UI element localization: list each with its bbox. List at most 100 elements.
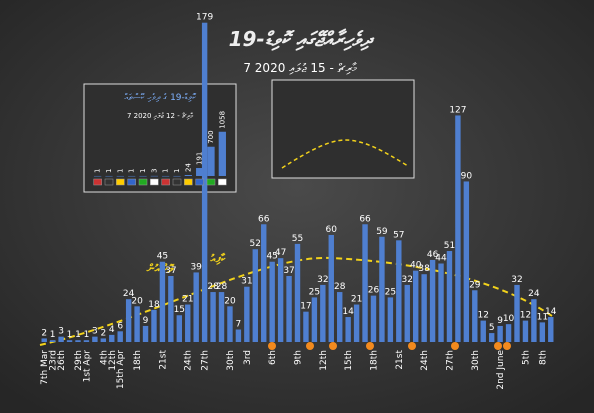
x-tick-label: 2nd June [496,350,506,390]
bar [168,276,174,342]
bar [446,251,453,342]
bar [109,334,115,342]
data-label: 1 [162,168,170,172]
data-label: 6 [117,321,123,331]
bar [173,175,181,177]
bar [218,292,225,342]
flag [206,178,216,186]
x-tick-label: 27th [445,350,455,371]
bar [235,329,242,342]
bar [387,297,394,342]
bar [159,261,166,342]
data-label: 26 [368,286,380,296]
bar [404,284,410,342]
data-label: 1 [50,330,56,340]
flag [150,178,159,186]
marker [329,342,337,350]
data-label: 14 [545,307,557,317]
flag [116,178,125,186]
data-label: 59 [376,227,388,237]
data-label: 55 [292,234,303,244]
bar [83,340,90,342]
x-tick-label: 18th [133,350,143,371]
bar [94,175,102,177]
bar [488,333,495,342]
data-label: 20 [224,296,236,306]
bar [531,299,537,342]
data-label: 46 [427,250,439,260]
data-label: 1 [173,168,181,172]
x-tick-label: 27th [201,350,211,371]
bar [497,325,503,342]
data-label: 5 [489,323,495,333]
bar [514,284,520,342]
x-tick-label: 7th Mar [40,350,50,385]
x-tick-label: 3rd [243,350,253,365]
data-label: 1 [94,168,102,172]
x-tick-label: 4th [99,350,109,365]
bar [49,340,56,342]
bar [337,292,343,342]
flag [127,178,136,186]
marker [451,342,459,350]
data-label: 11 [537,312,548,322]
data-label: 21 [351,295,362,305]
bar [41,338,47,342]
flag [138,178,148,186]
flag [93,178,102,186]
data-label: 12 [478,311,489,321]
data-label: 31 [241,277,252,287]
data-label: 24 [123,289,135,299]
bar [429,259,436,342]
bar [193,272,199,342]
x-tick-label: 18th [369,350,379,371]
bar [328,234,334,342]
data-label: 28 [334,282,346,292]
data-label: 32 [317,275,328,285]
data-label: 10 [503,314,515,324]
bar [176,315,183,342]
bar [125,299,132,342]
data-label: 90 [461,171,473,181]
x-tick-label: 21st [158,350,168,370]
x-tick-label: 12th [319,350,329,371]
marker [366,342,374,350]
data-label: 28 [216,282,228,292]
bar [75,340,81,342]
data-label: 179 [196,13,213,23]
data-label: 47 [275,248,286,258]
data-label: 20 [131,296,143,306]
inset-subtitle: 7 މާރިޗް - 12 ޖުލައި 2020 [127,111,193,120]
data-label: 51 [444,241,455,251]
data-label: 1058 [218,111,226,129]
bar [105,175,113,177]
bar [539,322,546,342]
data-label: 1 [116,168,124,172]
x-tick-label: 15th [344,350,354,371]
bar [142,325,149,342]
data-label: 32 [511,275,522,285]
chart-subtitle: 7 މާރިޗް - 15 ޖުލައި 2020 [243,61,358,75]
bar [345,317,351,342]
x-tick-label: 30th [471,350,481,371]
data-label: 25 [309,287,320,297]
marker [306,342,314,350]
flag [172,178,182,186]
data-label: 38 [418,264,430,274]
bar [353,304,360,342]
data-label: 15 [174,305,185,315]
flag [104,178,114,186]
x-tick-label: 15th Apr [116,350,126,389]
bar [58,336,64,342]
data-label: 66 [258,214,270,224]
x-tick-label: 6th [268,350,278,365]
data-label: 1 [67,330,73,340]
data-label: 9 [143,316,149,326]
data-label: 25 [385,287,396,297]
bar [269,261,275,342]
data-label: 2 [100,328,106,338]
marker [408,342,416,350]
bar [128,175,136,177]
x-tick-label: 21st [395,350,405,370]
